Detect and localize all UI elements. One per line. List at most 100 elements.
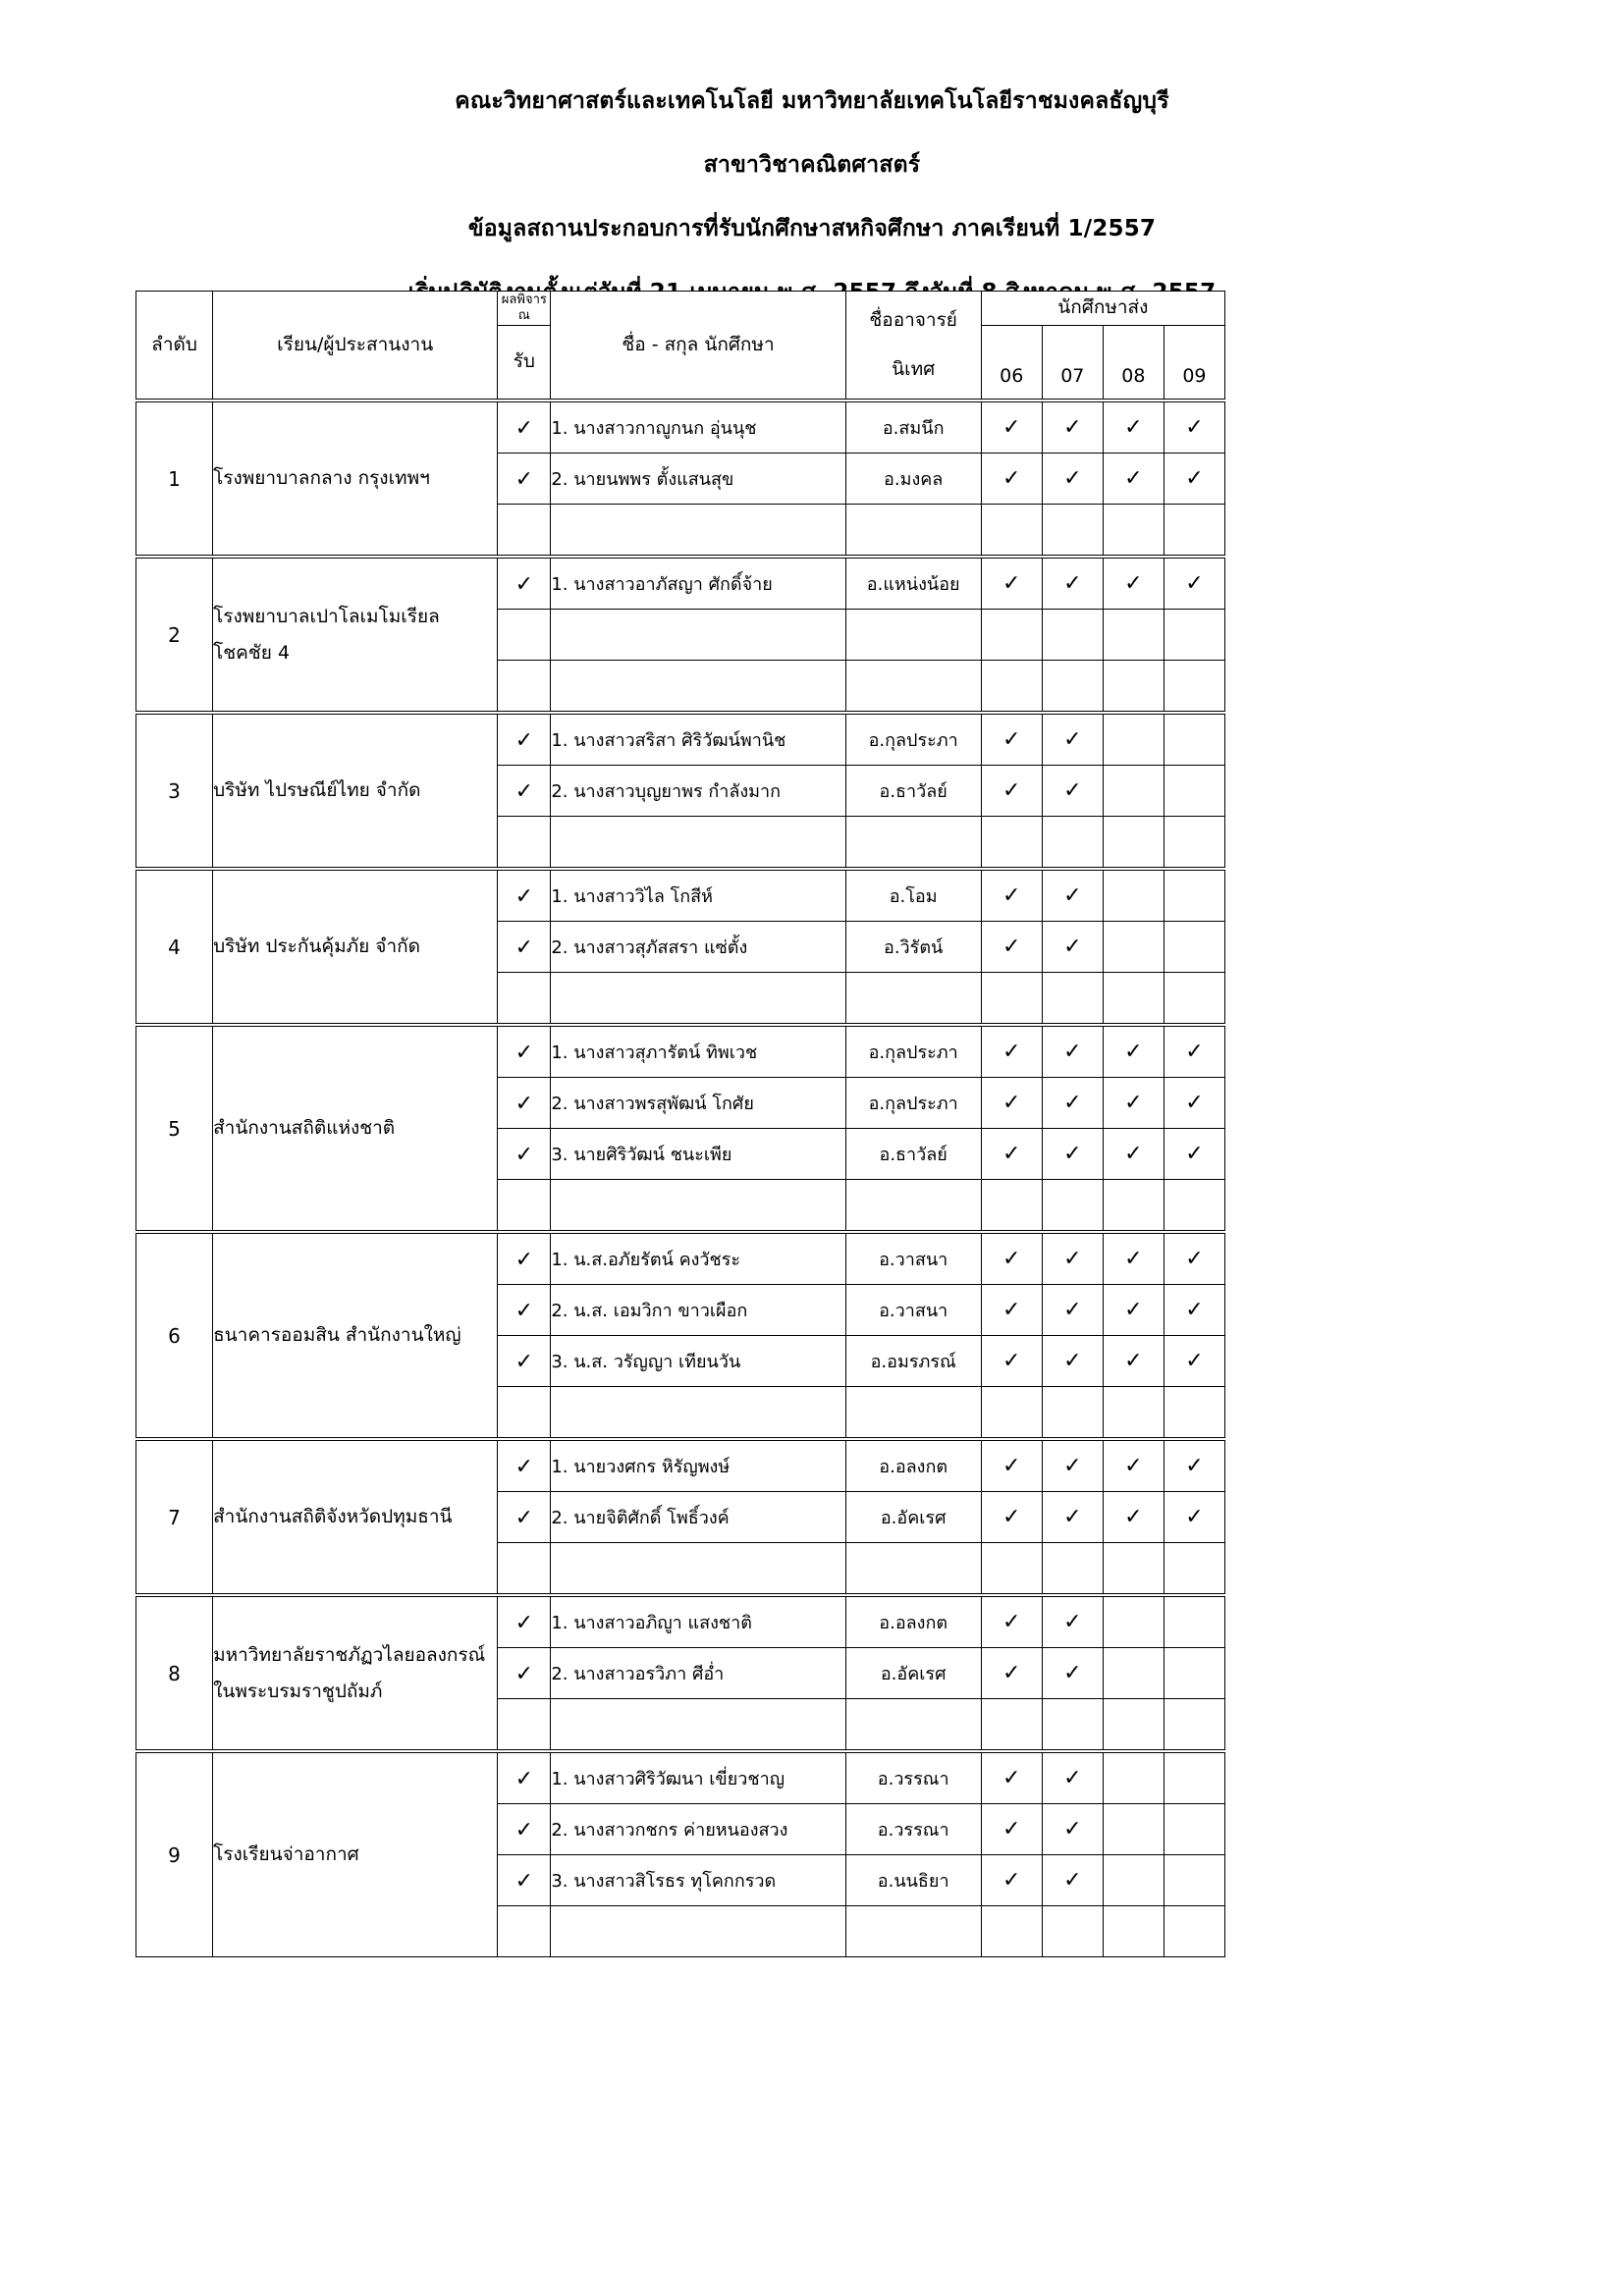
submit-checkbox-08[interactable]	[1102, 765, 1164, 817]
submit-checkbox-09[interactable]: ✓	[1163, 453, 1226, 505]
submit-checkbox-07[interactable]: ✓	[1041, 921, 1104, 973]
submit-checkbox-07[interactable]: ✓	[1041, 711, 1104, 766]
accepted-checkbox[interactable]: ✓	[497, 453, 552, 505]
submit-checkbox-06[interactable]: ✓	[980, 867, 1043, 922]
submit-checkbox-07[interactable]: ✓	[1041, 1491, 1104, 1543]
submit-checkbox-09[interactable]	[1163, 1593, 1226, 1648]
accepted-checkbox[interactable]: ✓	[497, 1749, 552, 1804]
submit-checkbox-07[interactable]: ✓	[1041, 1854, 1104, 1906]
accepted-checkbox[interactable]: ✓	[497, 711, 552, 766]
submit-checkbox-06[interactable]: ✓	[980, 1491, 1043, 1543]
submit-checkbox-08[interactable]: ✓	[1102, 1491, 1164, 1543]
submit-checkbox-08[interactable]	[1102, 1803, 1164, 1855]
submit-checkbox-07[interactable]: ✓	[1041, 555, 1104, 610]
accepted-checkbox[interactable]: ✓	[497, 1647, 552, 1699]
submit-checkbox-06[interactable]: ✓	[980, 1335, 1043, 1387]
submit-checkbox-06[interactable]: ✓	[980, 765, 1043, 817]
submit-checkbox-06[interactable]: ✓	[980, 1077, 1043, 1129]
submit-checkbox-07[interactable]: ✓	[1041, 1593, 1104, 1648]
submit-checkbox-09[interactable]	[1163, 1647, 1226, 1699]
submit-checkbox-09[interactable]	[1163, 1749, 1226, 1804]
submit-checkbox-08[interactable]: ✓	[1102, 1284, 1164, 1336]
submit-checkbox-09[interactable]	[1163, 921, 1226, 973]
submit-checkbox-07[interactable]: ✓	[1041, 1128, 1104, 1180]
submit-checkbox-07[interactable]: ✓	[1041, 867, 1104, 922]
submit-checkbox-06[interactable]: ✓	[980, 1749, 1043, 1804]
accepted-checkbox[interactable]: ✓	[497, 399, 552, 454]
submit-checkbox-06[interactable]: ✓	[980, 1854, 1043, 1906]
submit-checkbox-08[interactable]: ✓	[1102, 1335, 1164, 1387]
submit-checkbox-06[interactable]: ✓	[980, 399, 1043, 454]
submit-checkbox-09[interactable]: ✓	[1163, 555, 1226, 610]
accepted-checkbox[interactable]: ✓	[497, 921, 552, 973]
submit-checkbox-08[interactable]: ✓	[1102, 1437, 1164, 1492]
accepted-checkbox[interactable]: ✓	[497, 555, 552, 610]
accepted-checkbox[interactable]: ✓	[497, 1803, 552, 1855]
accepted-checkbox[interactable]: ✓	[497, 1593, 552, 1648]
submit-checkbox-08[interactable]: ✓	[1102, 1023, 1164, 1078]
submit-checkbox-07[interactable]: ✓	[1041, 1647, 1104, 1699]
submit-checkbox-06[interactable]: ✓	[980, 1128, 1043, 1180]
submit-checkbox-08[interactable]	[1102, 1593, 1164, 1648]
submit-checkbox-08[interactable]	[1102, 1749, 1164, 1804]
accepted-checkbox[interactable]: ✓	[497, 1284, 552, 1336]
submit-checkbox-07[interactable]: ✓	[1041, 1284, 1104, 1336]
submit-checkbox-09[interactable]: ✓	[1163, 1077, 1226, 1129]
accepted-checkbox[interactable]: ✓	[497, 1854, 552, 1906]
submit-checkbox-08[interactable]: ✓	[1102, 1077, 1164, 1129]
submit-checkbox-08[interactable]	[1102, 921, 1164, 973]
submit-checkbox-09[interactable]: ✓	[1163, 1335, 1226, 1387]
submit-checkbox-07[interactable]: ✓	[1041, 1749, 1104, 1804]
submit-checkbox-07[interactable]: ✓	[1041, 1230, 1104, 1285]
submit-checkbox-08[interactable]: ✓	[1102, 1230, 1164, 1285]
submit-checkbox-09[interactable]	[1163, 1803, 1226, 1855]
submit-checkbox-08[interactable]: ✓	[1102, 453, 1164, 505]
submit-checkbox-06[interactable]: ✓	[980, 1593, 1043, 1648]
submit-checkbox-08[interactable]: ✓	[1102, 1128, 1164, 1180]
submit-checkbox-06[interactable]: ✓	[980, 711, 1043, 766]
submit-checkbox-06[interactable]: ✓	[980, 921, 1043, 973]
submit-checkbox-09[interactable]	[1163, 1854, 1226, 1906]
submit-checkbox-09[interactable]: ✓	[1163, 1284, 1226, 1336]
submit-checkbox-08[interactable]	[1102, 1647, 1164, 1699]
submit-checkbox-07[interactable]: ✓	[1041, 1437, 1104, 1492]
submit-checkbox-06[interactable]: ✓	[980, 453, 1043, 505]
submit-checkbox-09[interactable]: ✓	[1163, 1491, 1226, 1543]
accepted-checkbox[interactable]: ✓	[497, 765, 552, 817]
accepted-checkbox[interactable]: ✓	[497, 1230, 552, 1285]
accepted-checkbox[interactable]: ✓	[497, 1335, 552, 1387]
submit-checkbox-09[interactable]	[1163, 765, 1226, 817]
submit-checkbox-06[interactable]: ✓	[980, 1647, 1043, 1699]
submit-checkbox-06[interactable]: ✓	[980, 1284, 1043, 1336]
accepted-checkbox[interactable]: ✓	[497, 867, 552, 922]
submit-checkbox-07[interactable]: ✓	[1041, 1077, 1104, 1129]
submit-checkbox-06[interactable]: ✓	[980, 1437, 1043, 1492]
submit-checkbox-07[interactable]: ✓	[1041, 1803, 1104, 1855]
submit-checkbox-08[interactable]	[1102, 867, 1164, 922]
accepted-checkbox[interactable]: ✓	[497, 1128, 552, 1180]
submit-checkbox-09[interactable]	[1163, 711, 1226, 766]
accepted-checkbox[interactable]: ✓	[497, 1023, 552, 1078]
submit-checkbox-07[interactable]: ✓	[1041, 765, 1104, 817]
submit-checkbox-09[interactable]: ✓	[1163, 1437, 1226, 1492]
accepted-checkbox[interactable]: ✓	[497, 1437, 552, 1492]
submit-checkbox-08[interactable]	[1102, 1854, 1164, 1906]
submit-checkbox-08[interactable]	[1102, 711, 1164, 766]
submit-checkbox-06[interactable]: ✓	[980, 1230, 1043, 1285]
submit-checkbox-09[interactable]: ✓	[1163, 1023, 1226, 1078]
submit-checkbox-08[interactable]: ✓	[1102, 399, 1164, 454]
submit-checkbox-07[interactable]: ✓	[1041, 453, 1104, 505]
submit-checkbox-09[interactable]: ✓	[1163, 1128, 1226, 1180]
submit-checkbox-07[interactable]: ✓	[1041, 399, 1104, 454]
submit-checkbox-06[interactable]: ✓	[980, 555, 1043, 610]
submit-checkbox-06[interactable]: ✓	[980, 1803, 1043, 1855]
submit-checkbox-07[interactable]: ✓	[1041, 1335, 1104, 1387]
submit-checkbox-08[interactable]: ✓	[1102, 555, 1164, 610]
accepted-checkbox[interactable]: ✓	[497, 1077, 552, 1129]
submit-checkbox-09[interactable]	[1163, 867, 1226, 922]
submit-checkbox-09[interactable]: ✓	[1163, 399, 1226, 454]
submit-checkbox-07[interactable]: ✓	[1041, 1023, 1104, 1078]
submit-checkbox-09[interactable]: ✓	[1163, 1230, 1226, 1285]
submit-checkbox-06[interactable]: ✓	[980, 1023, 1043, 1078]
accepted-checkbox[interactable]: ✓	[497, 1491, 552, 1543]
